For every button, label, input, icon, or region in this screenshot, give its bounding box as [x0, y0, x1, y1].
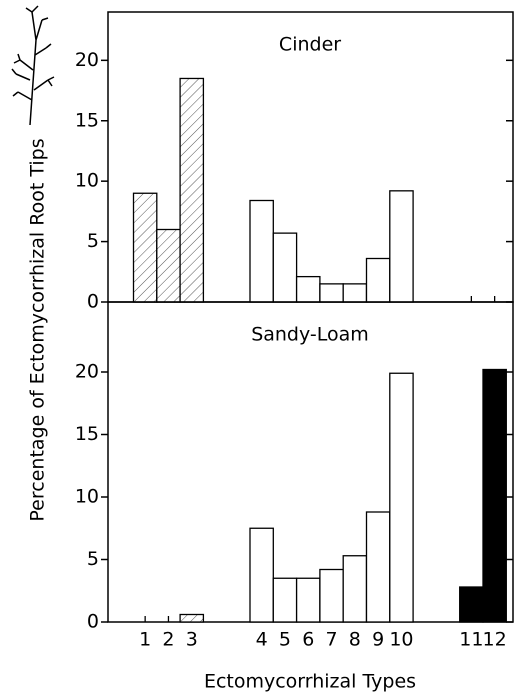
x-tick-label: 9	[372, 629, 384, 651]
bar	[156, 228, 181, 303]
panel-title: Cinder	[279, 34, 341, 56]
bar	[319, 568, 344, 623]
y-tick-label: 5	[87, 548, 99, 570]
y-tick-label: 20	[75, 361, 99, 383]
x-tick-label: 10	[389, 629, 413, 651]
bar	[179, 613, 205, 623]
y-tick-label: 0	[87, 611, 99, 633]
y-axis-label: Percentage of Ectomycorrhizal Root Tips	[27, 138, 49, 521]
x-tick-label: 6	[302, 629, 314, 651]
y-tick-label: 15	[75, 423, 99, 445]
bar	[482, 368, 507, 623]
x-tick-label: 7	[326, 629, 338, 651]
tree-icon	[11, 5, 55, 126]
bar	[342, 283, 368, 303]
bar	[249, 199, 274, 303]
x-tick-label: 8	[349, 629, 361, 651]
x-tick-label: 12	[483, 629, 507, 651]
bar	[365, 257, 391, 303]
plot-frame	[107, 301, 514, 623]
bar	[295, 577, 321, 623]
bar	[459, 586, 484, 623]
bar	[342, 555, 368, 623]
bar	[272, 577, 298, 623]
x-tick-label: 4	[256, 629, 268, 651]
y-tick-label: 20	[75, 49, 99, 71]
y-tick-label: 15	[75, 109, 99, 131]
y-tick-label: 0	[87, 291, 99, 313]
bar	[179, 77, 205, 303]
x-tick-label: 3	[186, 629, 198, 651]
bar	[319, 283, 344, 303]
bar	[295, 275, 321, 303]
y-tick-label: 10	[75, 486, 99, 508]
bar	[389, 372, 414, 623]
panel-title: Sandy-Loam	[251, 324, 369, 346]
bar	[389, 190, 414, 303]
x-tick-label: 5	[279, 629, 291, 651]
y-tick-label: 10	[75, 170, 99, 192]
x-tick-label: 11	[459, 629, 483, 651]
bar	[132, 192, 158, 303]
x-tick-label: 2	[162, 629, 174, 651]
bar	[249, 527, 274, 623]
bar	[272, 232, 298, 303]
y-tick-label: 5	[87, 230, 99, 252]
x-tick-label: 1	[139, 629, 151, 651]
bar	[365, 511, 391, 623]
x-axis-label: Ectomycorrhizal Types	[204, 671, 416, 693]
